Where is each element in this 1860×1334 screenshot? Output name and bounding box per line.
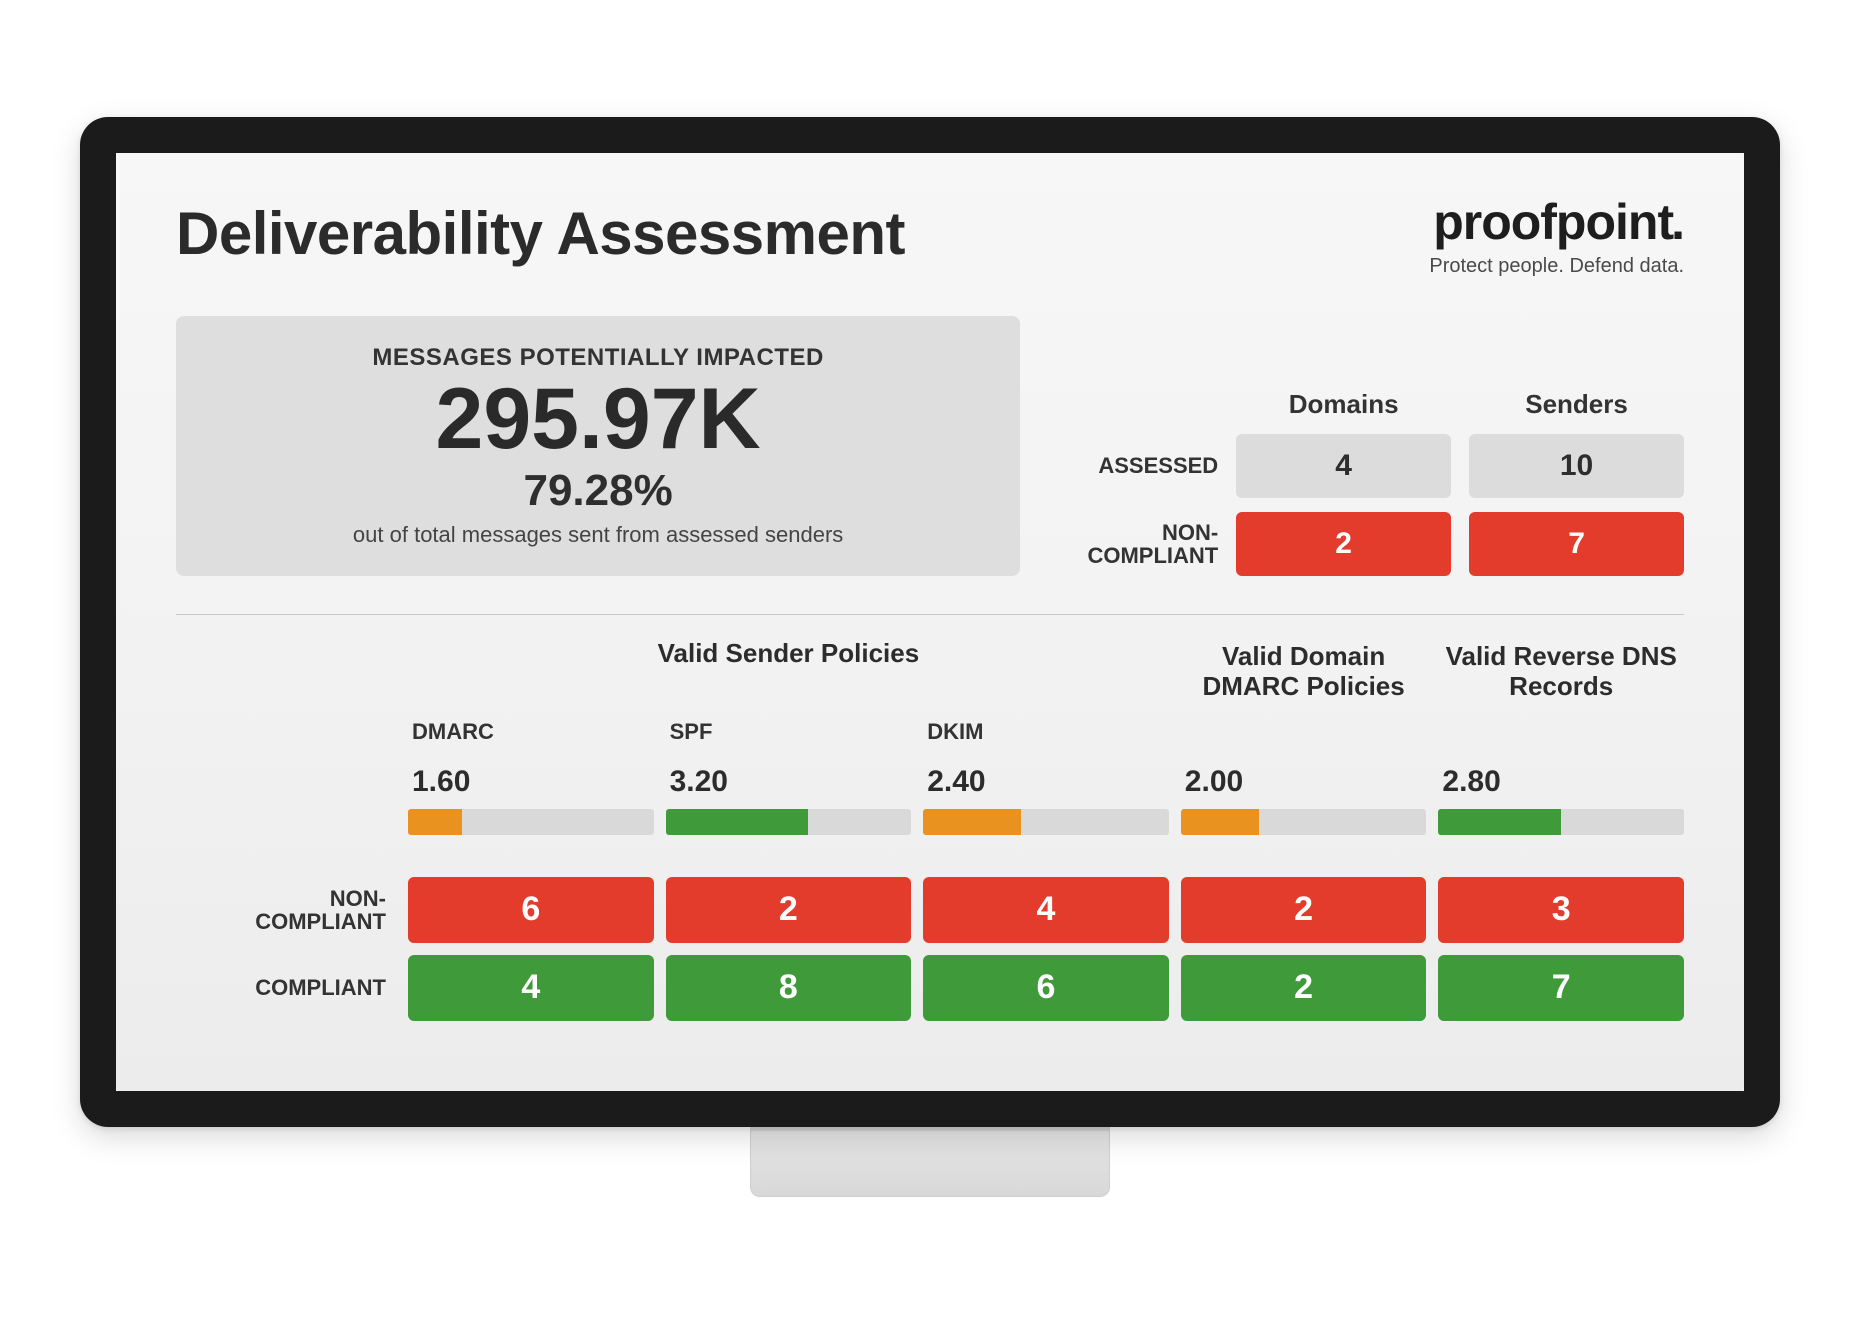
monitor-frame: Deliverability Assessment proofpoint. Pr… bbox=[80, 117, 1780, 1127]
page-title: Deliverability Assessment bbox=[176, 199, 905, 268]
score-rdns: 2.80 bbox=[1438, 765, 1684, 799]
noncompliant-vdom: 2 bbox=[1181, 877, 1427, 943]
score-spf: 3.20 bbox=[666, 765, 912, 799]
row-label-noncompliant: NON- COMPLIANT bbox=[176, 887, 396, 933]
bar-dmarc bbox=[408, 809, 654, 835]
score-dmarc: 1.60 bbox=[408, 765, 654, 799]
subhead-spf: SPF bbox=[666, 719, 912, 745]
subhead-dkim: DKIM bbox=[923, 719, 1169, 745]
noncompliant-dmarc: 6 bbox=[408, 877, 654, 943]
divider bbox=[176, 614, 1684, 615]
summary-assessed-domains: 4 bbox=[1236, 434, 1451, 498]
bar-fill-dmarc bbox=[408, 809, 462, 835]
impact-label: MESSAGES POTENTIALLY IMPACTED bbox=[212, 344, 984, 372]
compliant-dkim: 6 bbox=[923, 955, 1169, 1021]
compliant-vdom: 2 bbox=[1181, 955, 1427, 1021]
bar-rdns bbox=[1438, 809, 1684, 835]
noncompliant-rdns: 3 bbox=[1438, 877, 1684, 943]
metric-spf: 3.20 bbox=[666, 757, 912, 835]
impact-value: 295.97K bbox=[212, 376, 984, 464]
stage: Deliverability Assessment proofpoint. Pr… bbox=[0, 0, 1860, 1334]
section-head-valid-sender: Valid Sender Policies bbox=[408, 637, 1169, 707]
summary-col-domains: Domains bbox=[1236, 389, 1451, 420]
top-metrics-row: MESSAGES POTENTIALLY IMPACTED 295.97K 79… bbox=[176, 316, 1684, 576]
bar-vdom bbox=[1181, 809, 1427, 835]
subhead-dmarc: DMARC bbox=[408, 719, 654, 745]
metric-rdns: 2.80 bbox=[1438, 757, 1684, 835]
noncompliant-dkim: 4 bbox=[923, 877, 1169, 943]
compliant-rdns: 7 bbox=[1438, 955, 1684, 1021]
summary-noncompliant-senders: 7 bbox=[1469, 512, 1684, 576]
bar-fill-dkim bbox=[923, 809, 1021, 835]
monitor-stand-bar bbox=[750, 1127, 1110, 1197]
noncompliant-spf: 2 bbox=[666, 877, 912, 943]
brand-word: proofpoint bbox=[1433, 194, 1673, 250]
brand-name: proofpoint. bbox=[1429, 193, 1684, 251]
bar-dkim bbox=[923, 809, 1169, 835]
monitor-stand bbox=[80, 1127, 1780, 1217]
summary-noncompliant-domains: 2 bbox=[1236, 512, 1451, 576]
impact-card: MESSAGES POTENTIALLY IMPACTED 295.97K 79… bbox=[176, 316, 1020, 576]
summary-row-noncompliant-label: NON- COMPLIANT bbox=[1048, 521, 1218, 567]
subhead-rdns bbox=[1438, 719, 1684, 745]
score-vdom: 2.00 bbox=[1181, 765, 1427, 799]
dashboard-screen: Deliverability Assessment proofpoint. Pr… bbox=[116, 153, 1744, 1091]
compliant-dmarc: 4 bbox=[408, 955, 654, 1021]
brand-dot: . bbox=[1671, 194, 1684, 250]
metric-vdom: 2.00 bbox=[1181, 757, 1427, 835]
metric-dmarc: 1.60 bbox=[408, 757, 654, 835]
impact-subtext: out of total messages sent from assessed… bbox=[212, 522, 984, 548]
row-label-compliant: COMPLIANT bbox=[176, 976, 396, 999]
summary-assessed-senders: 10 bbox=[1469, 434, 1684, 498]
section-head-valid-domain: Valid Domain DMARC Policies bbox=[1181, 637, 1427, 707]
summary-table: Domains Senders ASSESSED 4 10 NON- COMPL… bbox=[1048, 316, 1684, 576]
bar-spf bbox=[666, 809, 912, 835]
section-head-valid-rdns: Valid Reverse DNS Records bbox=[1438, 637, 1684, 707]
brand: proofpoint. Protect people. Defend data. bbox=[1429, 193, 1684, 278]
impact-percent: 79.28% bbox=[212, 466, 984, 516]
monitor-wrap: Deliverability Assessment proofpoint. Pr… bbox=[80, 117, 1780, 1217]
summary-row-assessed-label: ASSESSED bbox=[1048, 454, 1218, 477]
subhead-vdom bbox=[1181, 719, 1427, 745]
summary-col-senders: Senders bbox=[1469, 389, 1684, 420]
header: Deliverability Assessment proofpoint. Pr… bbox=[176, 193, 1684, 278]
policy-grid: Valid Sender Policies Valid Domain DMARC… bbox=[176, 637, 1684, 1021]
compliant-spf: 8 bbox=[666, 955, 912, 1021]
bar-fill-rdns bbox=[1438, 809, 1561, 835]
bar-fill-vdom bbox=[1181, 809, 1260, 835]
brand-tagline: Protect people. Defend data. bbox=[1429, 255, 1684, 278]
metric-dkim: 2.40 bbox=[923, 757, 1169, 835]
bar-fill-spf bbox=[666, 809, 808, 835]
score-dkim: 2.40 bbox=[923, 765, 1169, 799]
